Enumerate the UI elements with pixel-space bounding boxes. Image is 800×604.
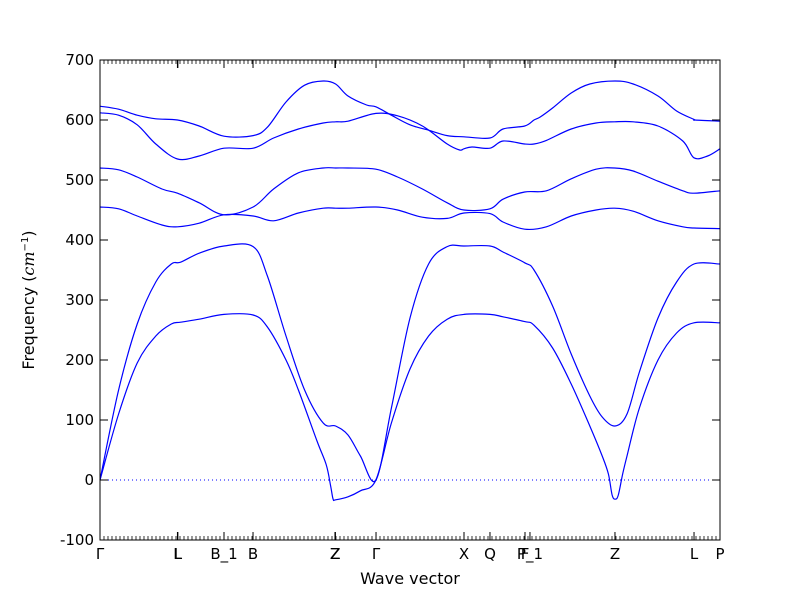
x-tick-label: F (521, 545, 530, 563)
y-tick-label: 100 (65, 411, 94, 429)
y-tick-label: -100 (60, 531, 94, 549)
x-tick-label: B_1 (210, 545, 237, 564)
x-tick-label: Q (484, 545, 496, 563)
dispersion-branch-2 (99, 243, 721, 483)
x-tick-label: X (459, 545, 469, 563)
y-tick-label: 500 (65, 171, 94, 189)
x-tick-label: P_1 (517, 545, 543, 564)
y-axis-label-close: ) (19, 230, 38, 236)
y-axis-label-unit: cm (19, 251, 38, 275)
x-tick-label: Z (330, 545, 340, 563)
plot-area-frame (99, 59, 721, 541)
y-tick-label: 200 (65, 351, 94, 369)
y-tick-label: 300 (65, 291, 94, 309)
x-tick-label: B (248, 545, 258, 563)
dispersion-branch-3 (99, 206, 721, 231)
y-tick-label: 0 (84, 471, 94, 489)
x-tick-label: L (174, 545, 183, 563)
y-axis-label-exponent: −1 (20, 237, 31, 252)
dispersion-branch-4 (99, 167, 721, 216)
y-tick-label: 600 (65, 111, 94, 129)
dispersion-branch-1 (99, 313, 721, 502)
y-tick-label: 400 (65, 231, 94, 249)
x-tick-label: Γ (96, 545, 105, 563)
x-tick-label: L (690, 545, 699, 563)
x-tick-label: P (715, 545, 724, 563)
x-tick-label: Γ (372, 545, 381, 563)
dispersion-branch-6 (99, 80, 721, 140)
x-tick-label: Z (330, 545, 340, 563)
x-axis-label: Wave vector (360, 569, 460, 588)
y-tick-label: 700 (65, 51, 94, 69)
y-axis-label: Frequency (cm−1) (19, 230, 38, 369)
x-tick-label: Z (610, 545, 620, 563)
y-axis-label-main: Frequency ( (19, 276, 38, 370)
dispersion-branch-5 (99, 112, 721, 161)
x-tick-label: L (173, 545, 182, 563)
